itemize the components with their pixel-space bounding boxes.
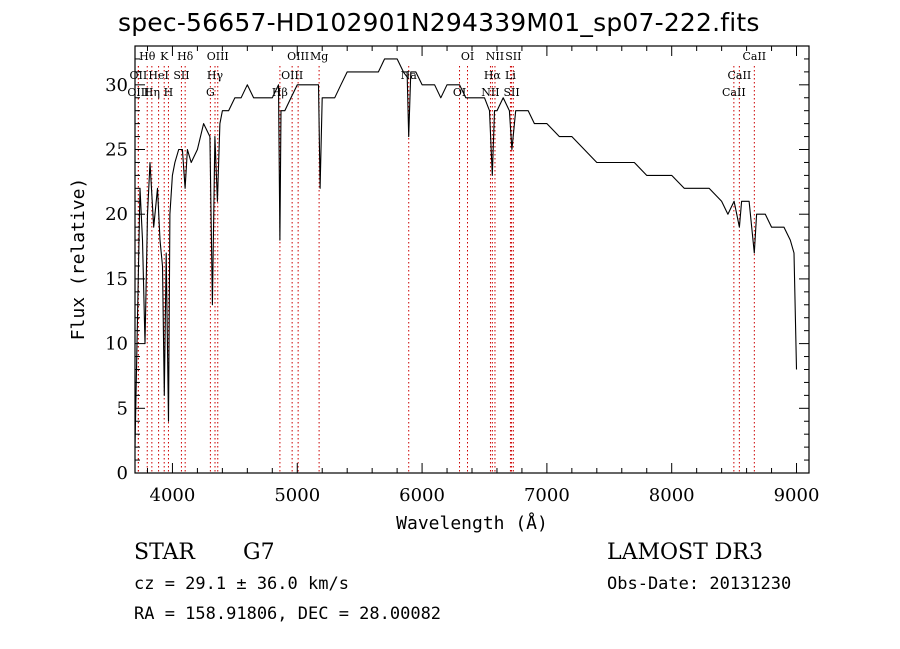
line-label-mg: Mg: [310, 50, 328, 63]
y-tick-label: 20: [105, 204, 128, 225]
object-class: STAR: [134, 540, 195, 565]
redshift-readout: cz = 29.1 ± 36.0 km/s: [134, 574, 349, 594]
y-axis-ticks: 0 5 10 15 20 25 30: [105, 58, 809, 484]
x-tick-label: 8000: [649, 485, 695, 506]
line-label-hδ: Hδ: [177, 50, 194, 63]
line-label-oi: OI: [461, 50, 474, 63]
line-label-caii: CaII: [742, 50, 766, 63]
x-tick-label: 9000: [774, 485, 820, 506]
object-subclass: G7: [243, 540, 275, 565]
flux-line: [134, 58, 798, 448]
line-label-hθ: Hθ: [139, 50, 156, 63]
line-label-g: G: [206, 86, 215, 99]
line-label-nii: NII: [486, 50, 504, 63]
line-label-oiii: OIII: [127, 86, 149, 99]
line-label-hα: Hα: [484, 69, 502, 82]
coordinates: RA = 158.91806, DEC = 28.00082: [134, 604, 442, 624]
line-label-hγ: Hγ: [207, 69, 224, 82]
obs-date: Obs-Date: 20131230: [607, 574, 792, 594]
y-tick-label: 10: [105, 334, 128, 355]
y-axis-label: Flux (relative): [68, 178, 89, 341]
line-label-caii: CaII: [722, 86, 746, 99]
x-tick-label: 6000: [399, 485, 445, 506]
line-label-h: H: [164, 86, 174, 99]
line-label-sii: SII: [503, 86, 519, 99]
y-tick-label: 15: [105, 269, 128, 290]
line-label-sii: SII: [505, 50, 521, 63]
line-label-oiii: OIII: [207, 50, 229, 63]
x-tick-label: 5000: [274, 485, 320, 506]
line-label-sii: SII: [173, 69, 189, 82]
line-label-oiii: OIII: [287, 50, 309, 63]
x-tick-label: 4000: [150, 485, 196, 506]
chart-title: spec-56657-HD102901N294339M01_sp07-222.f…: [118, 8, 760, 37]
y-tick-label: 30: [105, 75, 128, 96]
line-label-caii: CaII: [728, 69, 752, 82]
y-tick-label: 5: [117, 398, 128, 419]
flux-series: [134, 58, 798, 448]
spectral-line-labels: HθOIIOIIIKHeIHηHδSIIHOIIIHγGOIIIOIIIHβMg…: [127, 50, 766, 99]
y-tick-label: 25: [105, 140, 128, 161]
line-label-k: K: [160, 50, 169, 63]
line-label-oii: OII: [130, 69, 148, 82]
y-tick-label: 0: [117, 463, 128, 484]
line-label-hη: Hη: [144, 86, 160, 99]
line-label-nii: NII: [481, 86, 499, 99]
spectral-line-markers: [137, 66, 755, 473]
line-label-oi: OI: [453, 86, 466, 99]
line-label-li: Li: [505, 69, 516, 82]
x-tick-label: 7000: [524, 485, 570, 506]
x-axis-ticks: 4000 5000 6000 7000 8000 9000: [146, 46, 820, 506]
plot-frame: [134, 45, 810, 474]
x-axis-label: Wavelength (Å): [396, 512, 548, 534]
survey-name: LAMOST DR3: [607, 540, 763, 565]
line-label-hei: HeI: [148, 69, 168, 82]
line-label-oiii: OIII: [281, 69, 303, 82]
plot-border: [134, 45, 810, 474]
